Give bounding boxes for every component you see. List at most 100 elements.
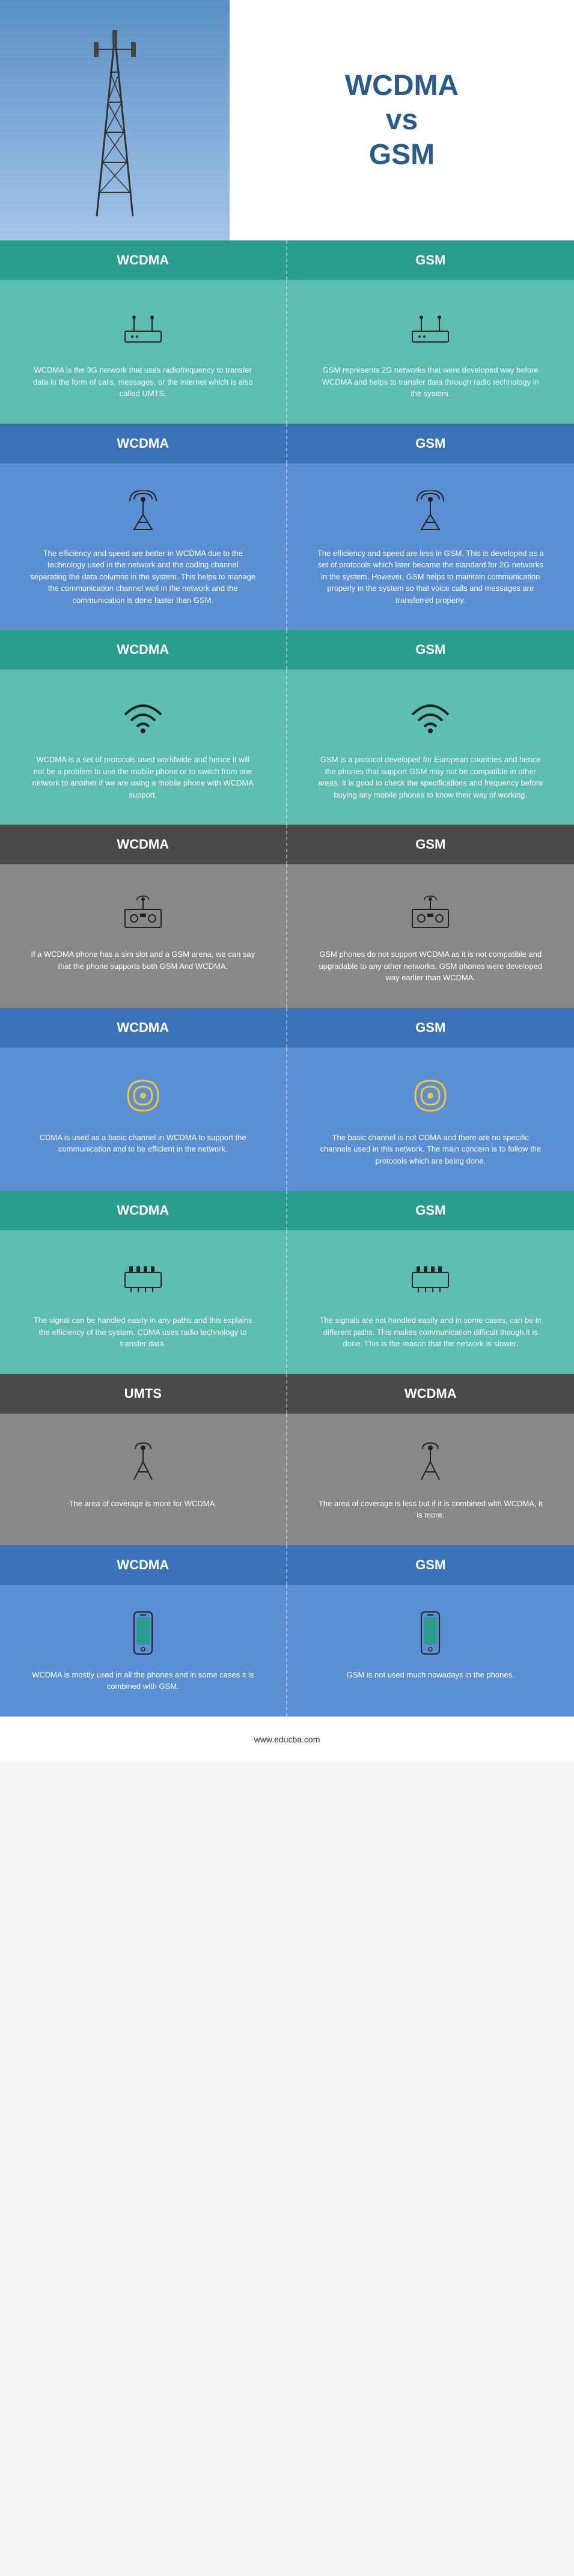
content-right: The area of coverage is less but if it i… (287, 1414, 574, 1545)
hero-title: WCDMA vs GSM (230, 0, 574, 240)
antenna-simple-icon (317, 1438, 545, 1486)
section-content-0: WCDMA is the 3G network that uses radiof… (0, 280, 574, 424)
radio-device-icon (317, 888, 545, 936)
antenna-icon (30, 487, 256, 536)
title-text: WCDMA vs GSM (345, 69, 459, 172)
left-description: The area of coverage is more for WCDMA. (30, 1498, 256, 1510)
section-header-1: WCDMA GSM (0, 424, 574, 463)
hero-image (0, 0, 230, 240)
right-description: GSM phones do not support WCDMA as it is… (317, 948, 545, 984)
content-left: The efficiency and speed are better in W… (0, 463, 287, 630)
section-content-3: If a WCDMA phone has a sim slot and a GS… (0, 864, 574, 1008)
radio-device-icon (30, 888, 256, 936)
header-left-text: WCDMA (12, 252, 274, 268)
header-left-text: UMTS (12, 1386, 274, 1402)
content-right: The basic channel is not CDMA and there … (287, 1048, 574, 1191)
right-description: The basic channel is not CDMA and there … (317, 1132, 545, 1167)
header-left: WCDMA (0, 630, 287, 670)
right-description: GSM is not used much nowadays in the pho… (317, 1669, 545, 1681)
phone-icon (30, 1609, 256, 1657)
section-content-1: The efficiency and speed are better in W… (0, 463, 574, 630)
content-left: The signal can be handled easily in any … (0, 1230, 287, 1374)
section-content-7: WCDMA is mostly used in all the phones a… (0, 1585, 574, 1717)
section-header-0: WCDMA GSM (0, 240, 574, 280)
header-left-text: WCDMA (12, 837, 274, 852)
phone-icon (317, 1609, 545, 1657)
content-right: The efficiency and speed are less in GSM… (287, 463, 574, 630)
header-right: GSM (287, 630, 574, 670)
header-right-text: GSM (299, 1203, 563, 1218)
title-line-1: WCDMA (345, 70, 459, 102)
chip-icon (30, 1254, 256, 1302)
section-header-4: WCDMA GSM (0, 1008, 574, 1048)
header-right-text: GSM (299, 1020, 563, 1036)
header-left: WCDMA (0, 424, 287, 463)
content-right: GSM is a protocol developed for European… (287, 670, 574, 825)
header-left: WCDMA (0, 1191, 287, 1230)
signal-waves-icon (317, 1072, 545, 1120)
signal-waves-icon (30, 1072, 256, 1120)
content-left: If a WCDMA phone has a sim slot and a GS… (0, 864, 287, 1008)
chip-icon (317, 1254, 545, 1302)
header-left-text: WCDMA (12, 642, 274, 658)
content-right: GSM phones do not support WCDMA as it is… (287, 864, 574, 1008)
header-left: WCDMA (0, 1008, 287, 1048)
left-description: The efficiency and speed are better in W… (30, 548, 256, 606)
header-right-text: GSM (299, 1557, 563, 1573)
header-right-text: WCDMA (299, 1386, 563, 1402)
tower-icon (79, 24, 151, 216)
router-icon (30, 304, 256, 352)
content-left: WCDMA is the 3G network that uses radiof… (0, 280, 287, 424)
header-left: WCDMA (0, 1545, 287, 1585)
content-right: The signals are not handled easily and i… (287, 1230, 574, 1374)
footer: www.educba.com (0, 1717, 574, 1762)
wifi-icon (317, 694, 545, 742)
left-description: WCDMA is a set of protocols used worldwi… (30, 754, 256, 801)
right-description: The area of coverage is less but if it i… (317, 1498, 545, 1521)
left-description: WCDMA is the 3G network that uses radiof… (30, 364, 256, 400)
header-left-text: WCDMA (12, 1557, 274, 1573)
header-left-text: WCDMA (12, 436, 274, 451)
sections-wrapper: WCDMA GSM WCDMA is the 3G network that u… (0, 240, 574, 1717)
header-left-text: WCDMA (12, 1203, 274, 1218)
header-right: GSM (287, 1545, 574, 1585)
section-content-6: The area of coverage is more for WCDMA. … (0, 1414, 574, 1545)
title-line-3: GSM (369, 139, 435, 171)
content-left: The area of coverage is more for WCDMA. (0, 1414, 287, 1545)
header-right-text: GSM (299, 642, 563, 658)
header-right-text: GSM (299, 436, 563, 451)
wifi-icon (30, 694, 256, 742)
router-icon (317, 304, 545, 352)
infographic-container: WCDMA vs GSM WCDMA GSM WCDMA is the 3G n… (0, 0, 574, 1762)
content-right: GSM represents 2G networks that were dev… (287, 280, 574, 424)
right-description: The signals are not handled easily and i… (317, 1314, 545, 1350)
header-right: GSM (287, 1008, 574, 1048)
right-description: GSM represents 2G networks that were dev… (317, 364, 545, 400)
antenna-icon (317, 487, 545, 536)
header-right-text: GSM (299, 252, 563, 268)
header-right: GSM (287, 240, 574, 280)
title-line-2: vs (386, 104, 418, 136)
section-content-5: The signal can be handled easily in any … (0, 1230, 574, 1374)
content-left: WCDMA is a set of protocols used worldwi… (0, 670, 287, 825)
header-right: GSM (287, 1191, 574, 1230)
header-left-text: WCDMA (12, 1020, 274, 1036)
section-header-7: WCDMA GSM (0, 1545, 574, 1585)
header-left: UMTS (0, 1374, 287, 1414)
left-description: If a WCDMA phone has a sim slot and a GS… (30, 948, 256, 972)
left-description: WCDMA is mostly used in all the phones a… (30, 1669, 256, 1692)
section-header-5: WCDMA GSM (0, 1191, 574, 1230)
content-right: GSM is not used much nowadays in the pho… (287, 1585, 574, 1717)
right-description: The efficiency and speed are less in GSM… (317, 548, 545, 606)
header-right: WCDMA (287, 1374, 574, 1414)
section-content-2: WCDMA is a set of protocols used worldwi… (0, 670, 574, 825)
section-header-3: WCDMA GSM (0, 825, 574, 864)
content-left: WCDMA is mostly used in all the phones a… (0, 1585, 287, 1717)
left-description: CDMA is used as a basic channel in WCDMA… (30, 1132, 256, 1155)
header-right: GSM (287, 424, 574, 463)
right-description: GSM is a protocol developed for European… (317, 754, 545, 801)
header-left: WCDMA (0, 240, 287, 280)
header-right-text: GSM (299, 837, 563, 852)
content-left: CDMA is used as a basic channel in WCDMA… (0, 1048, 287, 1191)
header-right: GSM (287, 825, 574, 864)
